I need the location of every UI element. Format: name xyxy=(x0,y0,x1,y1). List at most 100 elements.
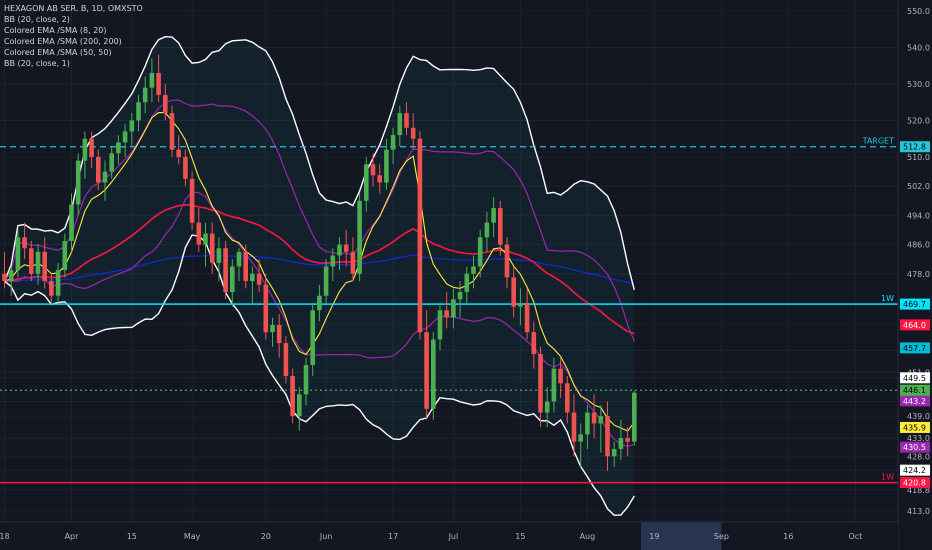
candle-body xyxy=(471,266,476,274)
candle-body xyxy=(565,383,570,413)
candle-body xyxy=(136,102,141,121)
price-tag xyxy=(900,384,930,396)
bollinger-fill xyxy=(4,36,635,516)
candle-body xyxy=(591,412,597,424)
candle-body xyxy=(491,208,496,223)
price-tag xyxy=(900,319,930,331)
time-tick-label: Aug xyxy=(580,532,596,541)
price-tag xyxy=(900,342,930,354)
candle-body xyxy=(544,401,550,413)
time-tick-label: Sep xyxy=(714,532,729,541)
price-tag xyxy=(900,395,930,407)
time-tick-label: Jul xyxy=(448,532,459,541)
candle-body xyxy=(216,248,222,263)
candle-body xyxy=(618,438,624,449)
price-tag-label: 457.7 xyxy=(903,344,926,353)
candle-body xyxy=(256,273,262,285)
legend-bb-1[interactable]: BB (20, close, 1) xyxy=(4,59,70,68)
candle-body xyxy=(297,394,302,417)
level-label: TARGET xyxy=(862,137,895,146)
candle-body xyxy=(611,448,617,457)
candle-body xyxy=(390,135,396,150)
candle-body xyxy=(236,251,242,267)
candle-body xyxy=(290,375,295,417)
candle-body xyxy=(75,160,81,205)
price-tick-label: 550.0 xyxy=(907,7,930,16)
candle-body xyxy=(209,233,215,263)
price-tick-label: 433.0 xyxy=(907,434,930,443)
legend-bb-2[interactable]: BB (20, close, 2) xyxy=(4,15,70,24)
legend-ema-200[interactable]: Colored EMA /SMA (200, 200) xyxy=(4,37,122,46)
candle-body xyxy=(323,266,329,296)
ema-8-line xyxy=(4,112,635,432)
candle-body xyxy=(464,273,470,293)
candle-body xyxy=(317,295,322,311)
candle-body xyxy=(149,73,155,88)
time-tick-label: 20 xyxy=(261,532,271,541)
candle-body xyxy=(538,354,543,413)
symbol-title[interactable]: HEXAGON AB SER. B, 1D, OMXSTO xyxy=(4,4,143,13)
candle-body xyxy=(8,270,14,282)
price-axis-bg xyxy=(898,0,932,550)
candle-body xyxy=(62,240,68,271)
candle-body xyxy=(89,138,94,157)
price-tag-label: 469.7 xyxy=(903,300,926,309)
candle-body xyxy=(585,412,590,435)
candle-body xyxy=(605,416,610,457)
price-tag-label: 512.8 xyxy=(903,143,926,152)
candle-body xyxy=(431,339,436,409)
price-tag-label: 424.2 xyxy=(903,466,926,475)
candle-body xyxy=(484,222,490,238)
candle-body xyxy=(223,248,228,293)
candle-body xyxy=(330,255,336,267)
price-tick-label: 494.0 xyxy=(907,211,930,220)
candle-body xyxy=(511,277,516,307)
price-tag xyxy=(900,372,930,384)
candle-body xyxy=(109,153,114,172)
price-tick-label: 520.0 xyxy=(907,116,930,125)
candle-body xyxy=(377,175,382,183)
candle-body xyxy=(69,204,74,241)
time-range-highlight xyxy=(641,522,722,550)
candle-body xyxy=(283,343,289,376)
time-tick-label: Apr xyxy=(65,532,80,541)
candle-body xyxy=(364,164,369,201)
candle-body xyxy=(243,251,248,282)
price-tag xyxy=(900,477,930,489)
candle-body xyxy=(270,324,275,333)
candle-body xyxy=(29,248,34,274)
time-tick-label: Oct xyxy=(848,532,862,541)
candle-body xyxy=(163,94,168,114)
price-tag-label: 449.5 xyxy=(903,374,926,383)
candle-body xyxy=(504,244,510,278)
price-tick-label: 486.0 xyxy=(907,241,930,250)
time-tick-label: 16 xyxy=(783,532,793,541)
candle-body xyxy=(417,138,423,333)
candle-body xyxy=(337,244,342,256)
legend-ema-8-20[interactable]: Colored EMA /SMA (8, 20) xyxy=(4,26,107,35)
candle-body xyxy=(632,392,637,442)
candle-body xyxy=(625,438,630,442)
price-tick-label: 413.0 xyxy=(907,507,930,516)
candle-body xyxy=(571,412,577,442)
time-tick-label: 17 xyxy=(388,532,398,541)
candle-body xyxy=(558,368,563,384)
level-label: 1W xyxy=(881,473,894,482)
candle-body xyxy=(189,178,195,223)
indicator-lines xyxy=(3,35,635,517)
price-tag-label: 430.5 xyxy=(903,443,926,452)
candle-body xyxy=(183,156,188,179)
time-axis[interactable]: 18 Apr 15 May 20 Jun 17 Jul 15 Aug 19 Sep 16 Oct xyxy=(0,521,898,550)
candle-body xyxy=(102,171,108,183)
candle-body xyxy=(498,208,503,245)
candle-body xyxy=(310,310,315,366)
time-tick-label: May xyxy=(184,532,201,541)
legend-ema-50[interactable]: Colored EMA /SMA (50, 50) xyxy=(4,48,112,57)
candle-body xyxy=(437,310,443,340)
candle-body xyxy=(203,233,208,245)
price-tag-label: 443.2 xyxy=(903,397,926,406)
price-axis[interactable]: 550.0 540.0 530.0 520.0 510.0 502.0 494.0 486.0… xyxy=(897,0,932,550)
time-tick-label: 18 xyxy=(0,532,10,541)
price-tag-label: 464.0 xyxy=(903,321,926,330)
